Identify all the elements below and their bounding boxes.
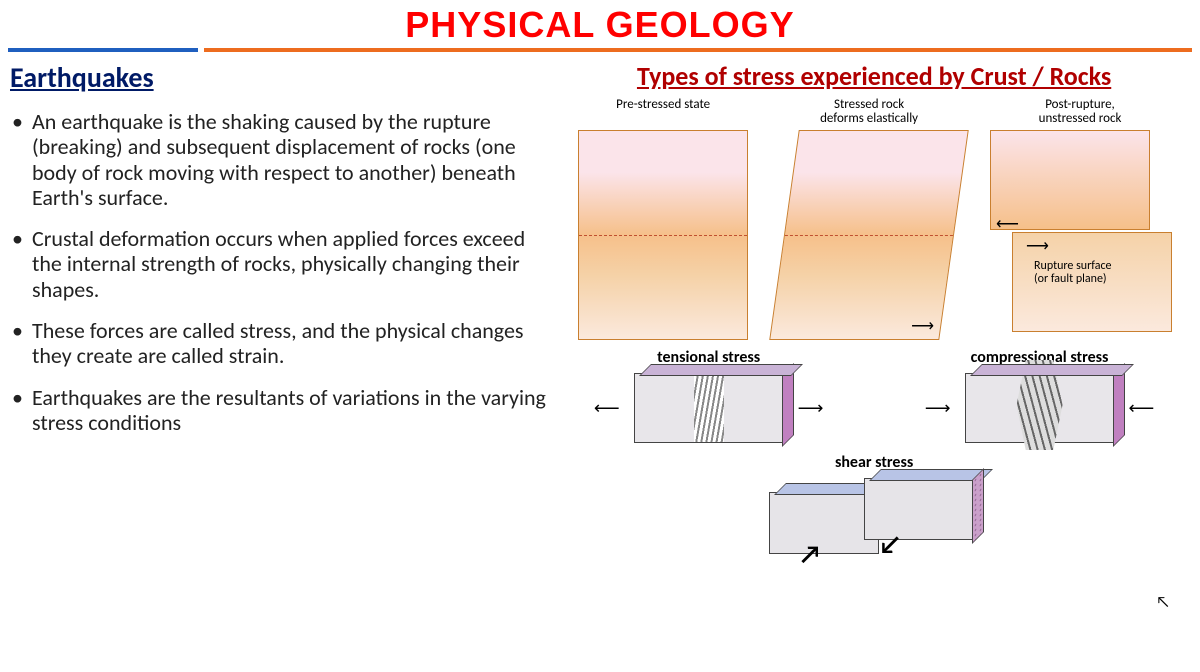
compressional-group: compressional stress ⟶ ⟵ (925, 348, 1155, 443)
tension-box (634, 373, 784, 443)
content-area: Earthquakes An earthquake is the shaking… (0, 56, 1200, 568)
shear-group: shear stress ↗ ↙ (558, 453, 1190, 568)
shear-box: ↗ ↙ (769, 478, 979, 568)
arrow-right-icon: ⟶ (1026, 236, 1049, 256)
shear-label: shear stress (558, 453, 1190, 472)
heading-earthquakes: Earthquakes (10, 60, 548, 95)
bullet-item: These forces are called stress, and the … (10, 318, 548, 369)
rupture-surface-label: Rupture surface (or fault plane) (1034, 260, 1112, 286)
block-deform (769, 130, 969, 340)
stage-pre-label: Pre-stressed state (616, 98, 710, 128)
block-pre (578, 130, 748, 340)
arrow-up-right-icon: ↗ (799, 538, 821, 570)
stage-deform: Stressed rock deforms elastically ⟵ ⟶ (784, 98, 954, 340)
page-title: PHYSICAL GEOLOGY (0, 0, 1200, 48)
stage-deform-label: Stressed rock deforms elastically (820, 98, 918, 128)
bar-orange (204, 48, 1192, 52)
stage-pre: Pre-stressed state (578, 98, 748, 340)
arrow-left-icon: ⟵ (1129, 397, 1155, 419)
bullet-item: Earthquakes are the resultants of variat… (10, 385, 548, 436)
right-column: Types of stress experienced by Crust / R… (558, 60, 1190, 568)
rupture-stages-row: Pre-stressed state Stressed rock deforms… (558, 98, 1190, 340)
bullet-item: An earthquake is the shaking caused by t… (10, 109, 548, 210)
arrow-right-icon: ⟶ (925, 397, 951, 419)
left-column: Earthquakes An earthquake is the shaking… (10, 60, 548, 568)
stage-post-label: Post-rupture, unstressed rock (1039, 98, 1122, 128)
cursor-icon: ↖ (1156, 593, 1170, 612)
bullet-item: Crustal deformation occurs when applied … (10, 226, 548, 302)
bar-blue (8, 48, 198, 52)
divider-bars (0, 48, 1200, 56)
stage-post: Post-rupture, unstressed rock ⟵ ⟶ Ruptur… (990, 98, 1170, 340)
heading-stress-types: Types of stress experienced by Crust / R… (558, 60, 1190, 92)
bullet-list: An earthquake is the shaking caused by t… (10, 109, 548, 435)
stress-diagrams-row: tensional stress ⟵ ⟶ compressional stres… (558, 348, 1190, 443)
arrow-left-icon: ⟵ (996, 214, 1019, 234)
arrow-right-icon: ⟶ (798, 397, 824, 419)
arrow-down-left-icon: ↙ (879, 528, 901, 560)
arrow-right-icon: ⟶ (911, 316, 934, 336)
arrow-left-icon: ⟵ (594, 397, 620, 419)
block-rupture: ⟵ ⟶ Rupture surface (or fault plane) (990, 130, 1170, 340)
compression-box (965, 373, 1115, 443)
tensional-group: tensional stress ⟵ ⟶ (594, 348, 824, 443)
